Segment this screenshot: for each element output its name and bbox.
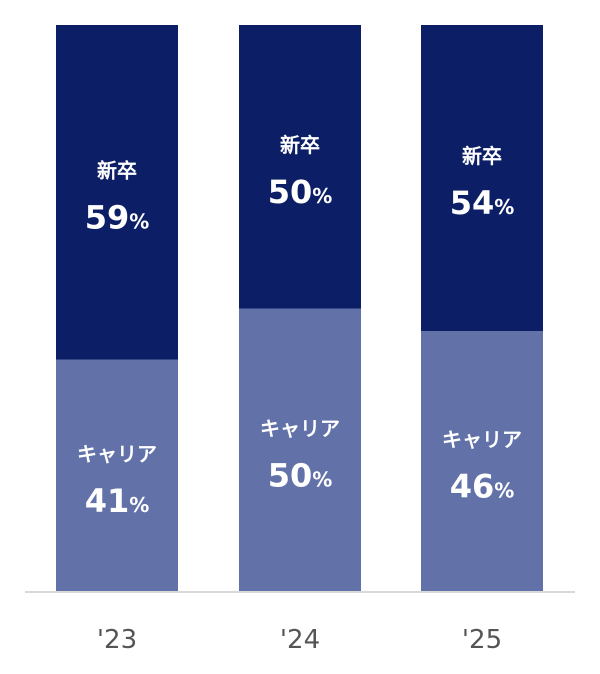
segment-value-label: 46% (450, 468, 515, 506)
segment-name-label: キャリア (260, 416, 340, 440)
segment-value-unit: % (129, 493, 149, 517)
segment-value-unit: % (129, 209, 149, 233)
segment-value-unit: % (494, 479, 514, 503)
segment-value-label: 50% (268, 456, 333, 494)
segment-name-label: 新卒 (462, 144, 502, 168)
segment-name-label: キャリア (77, 442, 157, 466)
x-tick-label: '23 (97, 625, 137, 655)
x-tick-label: '25 (462, 625, 502, 655)
segment-labels-group: キャリア 41% 新卒 59% キャリア 50% 新卒 50% キャリア 46% 新卒 54% (77, 133, 522, 520)
segment-value-number: 59 (85, 198, 130, 236)
segment-value-number: 41 (85, 482, 130, 520)
bars-group (56, 25, 543, 592)
segment-value-number: 50 (268, 173, 313, 211)
segment-value-unit: % (312, 467, 332, 491)
segment-value-number: 50 (268, 456, 313, 494)
segment-value-number: 54 (450, 184, 495, 222)
x-tick-label: '24 (280, 625, 320, 655)
segment-name-label: 新卒 (280, 133, 320, 157)
bar-segment-new-grad-2 (239, 25, 361, 309)
bar-segment-career-1 (56, 359, 178, 592)
bar-segment-new-grad-1 (56, 25, 178, 360)
bar-segment-new-grad-3 (421, 25, 543, 332)
x-tick-labels-group: '23 '24 '25 (97, 625, 502, 655)
segment-value-unit: % (312, 184, 332, 208)
segment-value-unit: % (494, 195, 514, 219)
bar-segment-career-3 (421, 331, 543, 592)
segment-name-label: キャリア (442, 428, 522, 452)
segment-value-label: 54% (450, 184, 515, 222)
segment-value-label: 59% (85, 198, 150, 236)
segment-value-label: 50% (268, 173, 333, 211)
segment-value-label: 41% (85, 482, 150, 520)
bar-segment-career-2 (239, 308, 361, 592)
segment-name-label: 新卒 (97, 158, 137, 182)
segment-value-number: 46 (450, 468, 495, 506)
